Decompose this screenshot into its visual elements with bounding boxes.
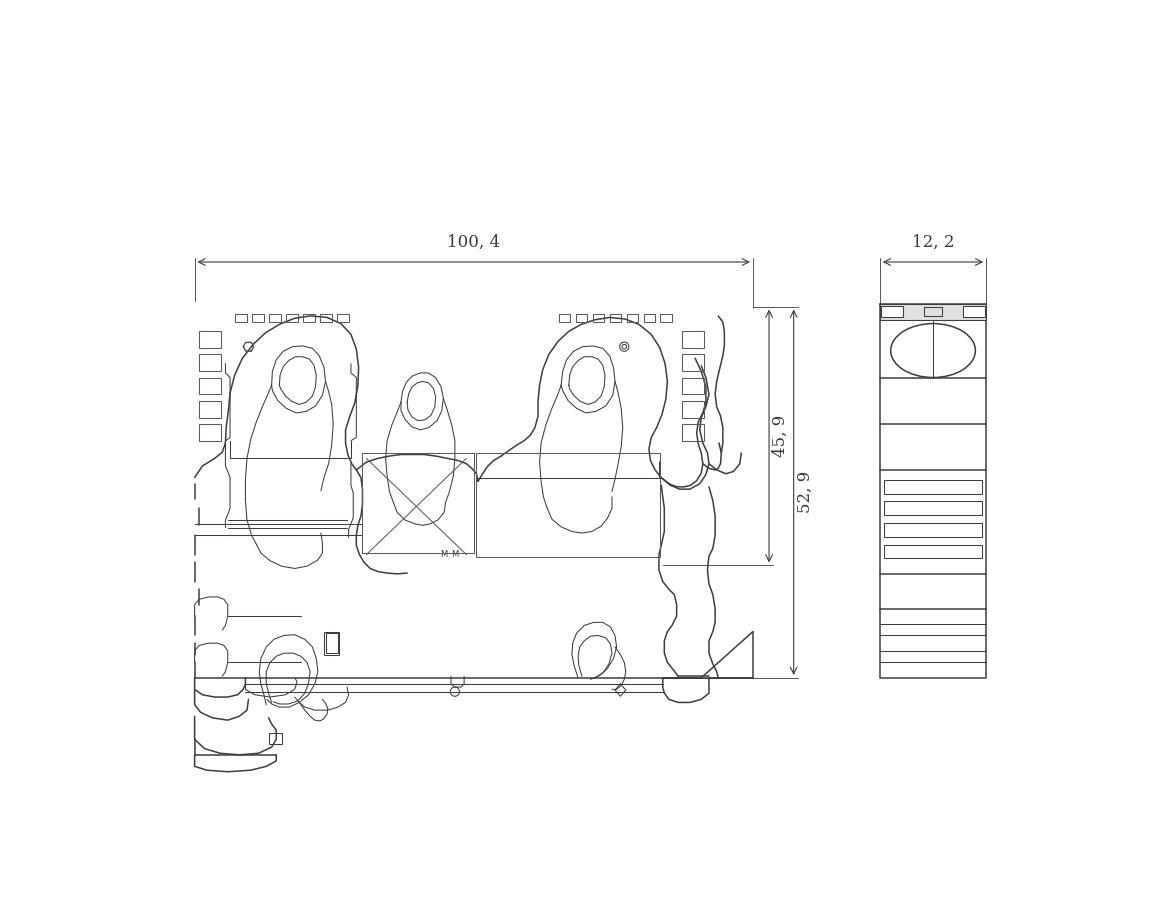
Bar — [326, 633, 338, 653]
Bar — [324, 632, 340, 654]
Text: M: M — [452, 550, 458, 559]
Bar — [303, 314, 314, 322]
Bar — [682, 400, 704, 418]
Bar — [660, 314, 672, 322]
Bar — [199, 400, 221, 418]
Bar — [924, 307, 942, 316]
Text: M: M — [440, 550, 447, 559]
Bar — [252, 314, 264, 322]
Bar — [884, 501, 983, 516]
Bar — [884, 480, 983, 494]
Bar — [286, 314, 298, 322]
Bar — [682, 377, 704, 394]
Bar — [884, 523, 983, 537]
Bar — [199, 377, 221, 394]
Bar — [199, 331, 221, 348]
Bar — [235, 314, 247, 322]
Bar — [199, 424, 221, 441]
Bar — [627, 314, 638, 322]
Bar — [363, 453, 475, 554]
Bar — [682, 355, 704, 372]
Bar — [682, 331, 704, 348]
Bar — [199, 355, 221, 372]
Bar — [576, 314, 588, 322]
Text: 100, 4: 100, 4 — [447, 234, 500, 251]
Bar — [609, 314, 621, 322]
Bar — [881, 306, 903, 318]
Bar — [338, 314, 349, 322]
Bar — [320, 314, 332, 322]
Bar — [477, 453, 660, 557]
Bar — [593, 314, 605, 322]
Bar — [880, 304, 986, 320]
Text: 52, 9: 52, 9 — [797, 471, 813, 513]
Bar — [270, 314, 281, 322]
Text: 45, 9: 45, 9 — [772, 415, 789, 457]
Bar — [644, 314, 655, 322]
Bar — [682, 424, 704, 441]
Bar — [884, 544, 983, 558]
Text: 12, 2: 12, 2 — [911, 234, 954, 251]
Bar — [559, 314, 570, 322]
Bar — [963, 306, 985, 318]
Bar — [268, 734, 282, 744]
